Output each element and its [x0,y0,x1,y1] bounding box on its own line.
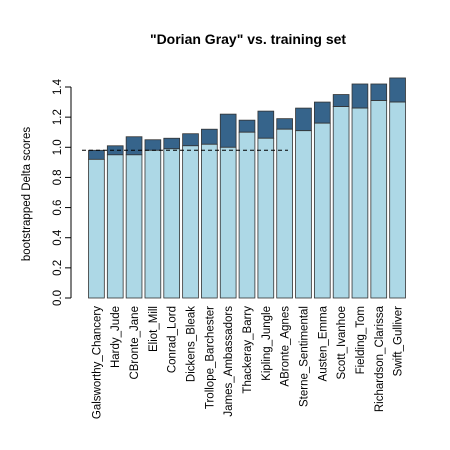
bar-lower [144,149,162,299]
bar-upper [351,83,369,109]
bar-upper [238,119,256,133]
category-label: Kipling_Jungle [261,306,273,381]
bar-upper [144,139,162,151]
bar-upper [332,94,350,107]
category-label: ABronte_Agnes [280,306,292,387]
bar-upper [276,118,293,130]
category-labels: Galsworthy_Chancery Hardy_Jude CBronte_Jan… [91,305,404,419]
bar-upper [163,137,181,150]
category-label: Galsworthy_Chancery [91,306,103,419]
bar-lower [276,128,293,299]
category-label: Sterne_Sentimental [298,306,310,407]
bar-lower [238,131,256,299]
y-axis: 0.0 0.2 0.4 0.6 0.8 1.0 1.2 1.4 [52,78,72,306]
y-tick-label: 1.2 [52,109,64,125]
bar-lower [332,106,350,299]
category-label: Hardy_Jude [110,306,122,368]
category-label: CBronte_Jane [129,306,141,380]
bar-lower [389,101,406,299]
category-label: Dickens_Bleak [186,306,198,382]
bar-lower [219,146,237,299]
y-tick-label: 0.6 [52,200,64,216]
category-label: Trollope_Barchester [204,306,216,409]
category-label: Austen_Emma [317,305,329,381]
bar-upper [370,83,388,101]
bar-upper [88,149,105,160]
y-tick-label: 0.0 [52,290,64,306]
y-axis-label: bootstrapped Delta scores [21,127,33,261]
bar-lower [257,137,275,299]
bars-group [88,77,406,299]
y-tick-label: 0.8 [52,169,64,185]
bar-upper [313,101,331,124]
category-label: Scott_Ivanhoe [336,306,348,380]
bar-lower [182,145,199,299]
bar-lower [370,100,388,299]
bar-lower [163,148,181,299]
bar-lower [295,130,312,299]
bar-lower [88,158,105,299]
category-label: Thackeray_Barry [242,306,254,394]
category-label: Richardson_Clarissa [374,305,386,412]
chart-title: "Dorian Gray" vs. training set [150,31,346,47]
bar-lower [125,154,143,299]
bar-upper [219,113,237,148]
bar-lower [106,154,124,299]
category-label: Fielding_Tom [355,306,367,374]
bar-lower [201,143,218,299]
y-tick-label: 1.4 [52,78,64,95]
bar-lower [351,107,369,299]
bar-upper [201,128,218,145]
bar-upper [125,136,143,156]
y-tick-label: 0.2 [52,260,64,276]
y-tick-label: 1.0 [52,139,64,155]
category-label: Swift_Gulliver [393,306,405,376]
y-tick-label: 0.4 [52,229,64,246]
bar-upper [389,77,406,103]
bar-upper [295,107,312,132]
category-label: James_Ambassadors [223,306,235,417]
category-label: Conrad_Lord [167,306,179,373]
bar-upper [182,133,199,147]
bar-upper [257,110,275,139]
category-label: Eliot_Mill [148,306,160,352]
bar-lower [313,122,331,299]
